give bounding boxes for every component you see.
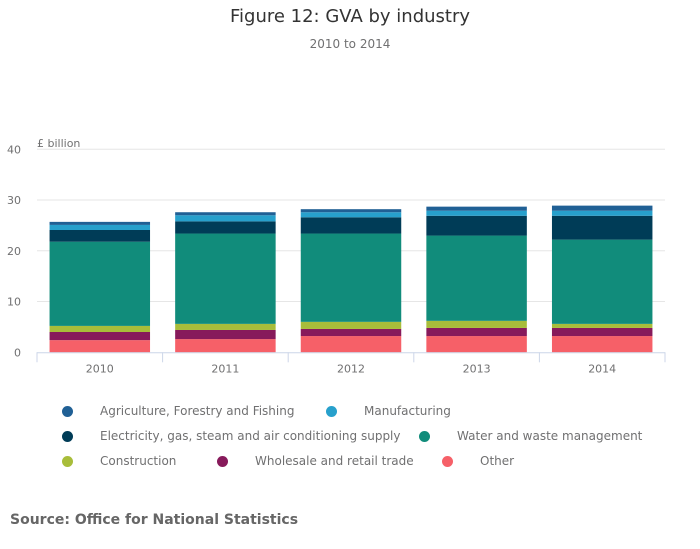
legend-label-water: Water and waste management: [457, 429, 643, 443]
bar-segment-manufacturing-2011[interactable]: [175, 215, 276, 222]
legend-item-construction[interactable]: Construction: [62, 454, 176, 468]
legend-label-wholesale: Wholesale and retail trade: [255, 454, 414, 468]
x-axis: 2010 2011 2012 2013 2014: [36, 352, 666, 375]
y-axis-ticks: 0 10 20 30 40: [7, 143, 21, 359]
legend-label-manufacturing: Manufacturing: [364, 404, 451, 418]
bar-segment-agriculture-forestry-and-fishing-2012[interactable]: [300, 209, 402, 213]
bar-segment-other-2012[interactable]: [300, 336, 402, 353]
bar-segment-water-and-waste-management-2010[interactable]: [49, 241, 151, 326]
bar-segment-water-and-waste-management-2014[interactable]: [551, 239, 653, 324]
legend-marker-other: [442, 455, 453, 467]
bar-segment-electricity-gas-steam-and-air-conditioning-supply-2013[interactable]: [426, 215, 527, 236]
bar-segment-wholesale-and-retail-trade-2011[interactable]: [175, 329, 276, 340]
bar-segment-construction-2012[interactable]: [300, 321, 402, 329]
bar-segment-other-2010[interactable]: [49, 340, 151, 353]
stacked-bar-chart: 0 10 20 30 40 £ billion 2010 2011 2012 2013 2014: [7, 137, 666, 375]
bar-segment-agriculture-forestry-and-fishing-2014[interactable]: [551, 205, 653, 211]
chart-subtitle: 2010 to 2014: [309, 37, 391, 51]
bar-segment-electricity-gas-steam-and-air-conditioning-supply-2012[interactable]: [300, 217, 402, 234]
bar-segment-electricity-gas-steam-and-air-conditioning-supply-2010[interactable]: [49, 229, 151, 242]
bar-segment-agriculture-forestry-and-fishing-2013[interactable]: [426, 206, 527, 211]
bar-segment-water-and-waste-management-2012[interactable]: [300, 233, 402, 322]
legend-label-electricity: Electricity, gas, steam and air conditio…: [100, 429, 401, 443]
bar-segment-wholesale-and-retail-trade-2014[interactable]: [551, 327, 653, 337]
bar-segment-other-2014[interactable]: [551, 336, 653, 353]
bars: [49, 205, 653, 353]
bar-segment-construction-2014[interactable]: [551, 323, 653, 328]
legend-label-agriculture: Agriculture, Forestry and Fishing: [100, 404, 295, 418]
bar-stack-2010: [49, 221, 151, 353]
bar-segment-construction-2011[interactable]: [175, 323, 276, 330]
legend-item-other[interactable]: Other: [442, 454, 514, 468]
bar-segment-construction-2010[interactable]: [49, 325, 151, 332]
legend-item-water[interactable]: Water and waste management: [419, 429, 642, 443]
x-tick-label: 2010: [86, 362, 114, 375]
legend-marker-agriculture: [62, 405, 73, 417]
legend-item-manufacturing[interactable]: Manufacturing: [326, 404, 451, 418]
bar-segment-manufacturing-2014[interactable]: [551, 210, 653, 216]
bar-segment-manufacturing-2010[interactable]: [49, 224, 151, 230]
y-tick-label: 30: [7, 194, 21, 207]
legend: Agriculture, Forestry and Fishing Manufa…: [62, 404, 682, 479]
bar-segment-agriculture-forestry-and-fishing-2010[interactable]: [49, 221, 151, 225]
bar-segment-other-2013[interactable]: [426, 336, 527, 353]
bar-segment-other-2011[interactable]: [175, 339, 276, 353]
bar-segment-wholesale-and-retail-trade-2012[interactable]: [300, 328, 402, 337]
bar-stack-2013: [426, 206, 527, 353]
x-tick-label: 2011: [211, 362, 239, 375]
source-note: Source: Office for National Statistics: [10, 512, 299, 528]
bar-segment-construction-2013[interactable]: [426, 320, 527, 328]
bar-segment-agriculture-forestry-and-fishing-2011[interactable]: [175, 212, 276, 216]
legend-label-construction: Construction: [100, 454, 177, 468]
legend-item-wholesale[interactable]: Wholesale and retail trade: [217, 454, 414, 468]
legend-row-3: Construction Wholesale and retail trade …: [62, 454, 682, 479]
y-tick-label: 40: [7, 143, 21, 156]
bar-segment-electricity-gas-steam-and-air-conditioning-supply-2014[interactable]: [551, 215, 653, 240]
bar-segment-wholesale-and-retail-trade-2010[interactable]: [49, 332, 151, 341]
x-tick-label: 2014: [588, 362, 616, 375]
legend-item-electricity[interactable]: Electricity, gas, steam and air conditio…: [62, 429, 401, 443]
chart-title: Figure 12: GVA by industry: [229, 6, 471, 27]
bar-segment-water-and-waste-management-2013[interactable]: [426, 235, 527, 321]
bar-segment-water-and-waste-management-2011[interactable]: [175, 233, 276, 324]
legend-row-2: Electricity, gas, steam and air conditio…: [62, 429, 682, 454]
x-tick-label: 2013: [463, 362, 491, 375]
legend-marker-water: [419, 430, 430, 442]
legend-marker-wholesale: [217, 455, 228, 467]
y-tick-label: 20: [7, 245, 21, 258]
legend-marker-manufacturing: [326, 405, 337, 417]
bar-segment-electricity-gas-steam-and-air-conditioning-supply-2011[interactable]: [175, 221, 276, 234]
y-axis-label: £ billion: [37, 137, 80, 150]
legend-label-other: Other: [480, 454, 515, 468]
bar-segment-manufacturing-2012[interactable]: [300, 212, 402, 218]
legend-marker-construction: [62, 455, 73, 467]
x-tick-label: 2012: [337, 362, 365, 375]
y-tick-label: 0: [14, 346, 21, 359]
legend-row-1: Agriculture, Forestry and Fishing Manufa…: [62, 404, 682, 429]
bar-stack-2011: [175, 212, 276, 353]
y-tick-label: 10: [7, 296, 21, 309]
bar-stack-2012: [300, 209, 402, 353]
bar-segment-manufacturing-2013[interactable]: [426, 210, 527, 216]
bar-stack-2014: [551, 205, 653, 353]
legend-marker-electricity: [62, 430, 73, 442]
bar-segment-wholesale-and-retail-trade-2013[interactable]: [426, 327, 527, 337]
legend-item-agriculture[interactable]: Agriculture, Forestry and Fishing: [62, 404, 294, 418]
